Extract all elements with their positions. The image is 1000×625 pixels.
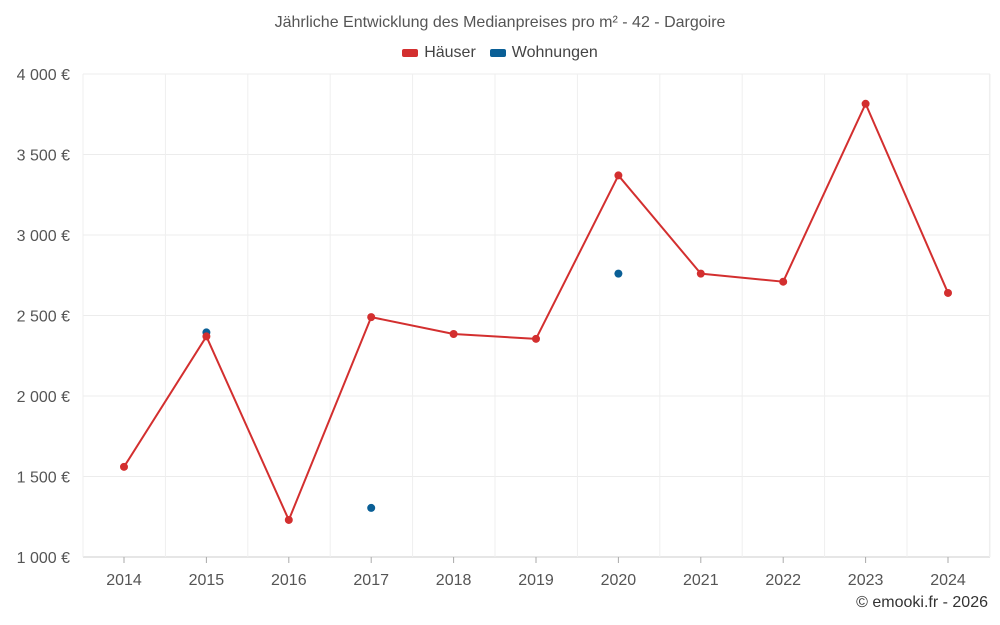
data-point-wohnungen: [367, 503, 376, 512]
x-tick-label: 2017: [353, 572, 389, 589]
legend-swatch-wohnungen: [489, 49, 506, 57]
legend-label-wohnungen: Wohnungen: [511, 44, 598, 61]
x-axis: 2014 2015 2016 2017 2018 2019 2020 2021 2022 2023…: [106, 557, 966, 589]
data-point-haeuser: [696, 269, 705, 278]
legend-label-haeuser: Häuser: [424, 44, 476, 61]
y-tick-label: 2 500 €: [17, 309, 70, 326]
data-point-haeuser: [202, 332, 211, 341]
data-point-haeuser: [532, 334, 540, 343]
chart-legend: Häuser Wohnungen: [0, 44, 1000, 62]
data-point-wohnungen: [614, 269, 623, 278]
legend-item-haeuser[interactable]: Häuser: [402, 44, 476, 62]
x-tick-label: 2014: [106, 572, 142, 589]
x-tick-label: 2024: [930, 572, 966, 589]
footer-credit: © emooki.fr - 2026: [856, 594, 988, 611]
x-tick-label: 2018: [436, 572, 472, 589]
y-axis: 1 000 € 1 500 € 2 000 € 2 500 € 3 000 € 3 500…: [17, 67, 70, 567]
x-tick-label: 2015: [189, 572, 225, 589]
legend-item-wohnungen[interactable]: Wohnungen: [489, 44, 598, 62]
data-point-haeuser: [614, 171, 623, 180]
y-tick-label: 2 000 €: [17, 389, 70, 406]
data-point-haeuser: [944, 288, 952, 297]
data-point-haeuser: [367, 313, 376, 322]
x-tick-label: 2023: [848, 572, 884, 589]
data-point-haeuser: [779, 277, 788, 286]
y-tick-label: 3 000 €: [17, 228, 70, 245]
grid-lines: [82, 73, 991, 558]
data-point-haeuser: [120, 462, 128, 471]
x-tick-label: 2022: [765, 572, 801, 589]
x-tick-label: 2019: [518, 572, 554, 589]
data-point-haeuser: [861, 99, 870, 108]
data-point-haeuser: [284, 515, 293, 524]
series-layer: [120, 99, 952, 524]
x-tick-label: 2020: [601, 572, 637, 589]
chart-title: Jährliche Entwicklung des Medianpreises …: [274, 14, 726, 31]
y-tick-label: 1 500 €: [17, 470, 70, 487]
y-tick-label: 3 500 €: [17, 148, 70, 165]
y-tick-label: 4 000 €: [17, 67, 70, 84]
data-point-haeuser: [449, 330, 458, 339]
y-tick-label: 1 000 €: [17, 550, 70, 567]
legend-swatch-haeuser: [402, 49, 419, 57]
x-tick-label: 2021: [683, 572, 719, 589]
x-tick-label: 2016: [271, 572, 307, 589]
